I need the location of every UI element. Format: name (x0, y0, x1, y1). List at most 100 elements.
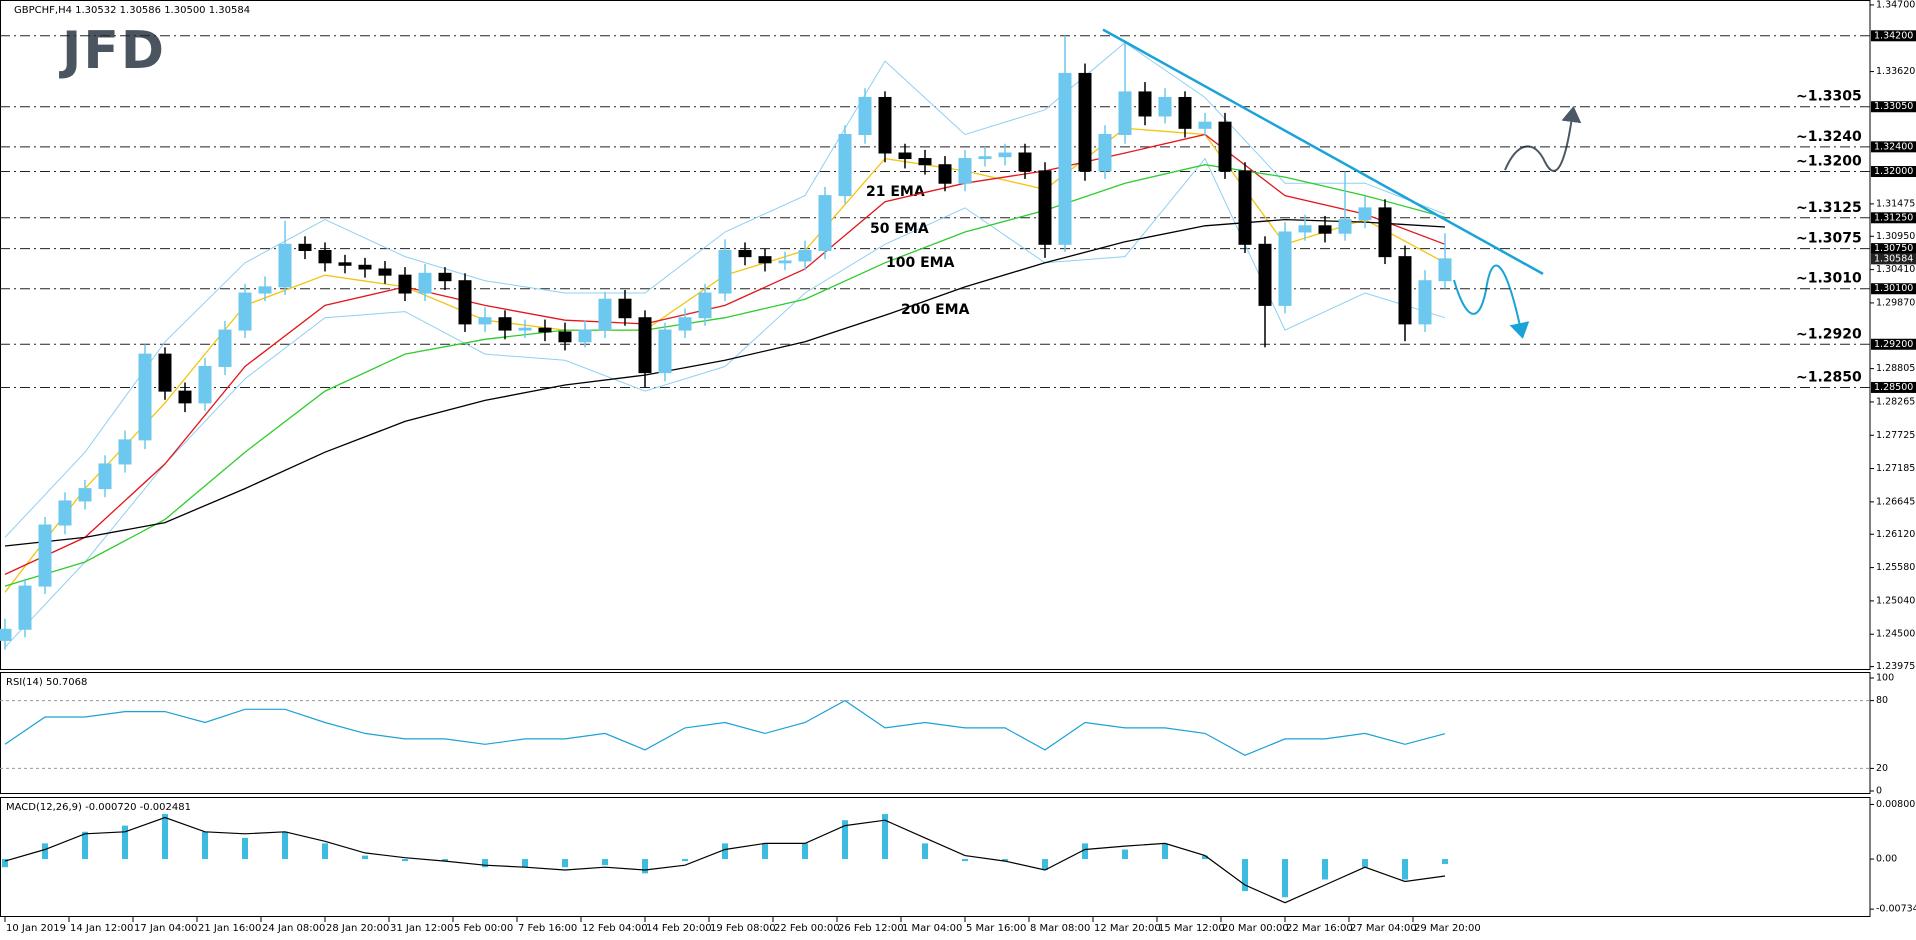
logo: JFD (59, 21, 166, 81)
x-tick-label: 27 Mar 04:00 (1350, 923, 1417, 934)
macd-bar (2, 859, 8, 868)
macd-bar (602, 859, 608, 866)
y-tick-label: 1.26120 (1876, 529, 1915, 540)
level-price-box (1871, 30, 1916, 42)
candle-body (878, 96, 892, 154)
trendline (1102, 28, 1544, 275)
x-tick-label: 15 Mar 12:00 (1158, 923, 1225, 934)
ema-line (4, 218, 1446, 547)
level-price-box (1871, 101, 1916, 113)
candle-body (1218, 121, 1232, 172)
candle-body (1038, 170, 1052, 245)
level-price-label: 1.34200 (1874, 30, 1913, 41)
x-tick-label: 21 Jan 16:00 (198, 923, 261, 934)
macd-bar (962, 859, 968, 862)
level-note: ~1.3075 (1796, 231, 1862, 247)
macd-bar (1122, 849, 1128, 860)
level-price-box (1871, 381, 1916, 393)
candle-body (38, 524, 52, 587)
x-tick-label: 10 Jan 2019 (6, 923, 66, 934)
candle-body (1078, 72, 1092, 172)
level-price-label: 1.32000 (1874, 166, 1913, 177)
candle-body (778, 260, 792, 264)
candle-body (958, 158, 972, 184)
x-tick-label: 19 Feb 08:00 (710, 923, 776, 934)
macd-bar (122, 825, 128, 860)
macd-bar (1322, 859, 1328, 880)
x-tick-label: 5 Mar 16:00 (966, 923, 1026, 934)
candle-body (338, 262, 352, 266)
level-note: ~1.3305 (1796, 89, 1862, 105)
panel-title: RSI(14) 50.7068 (6, 677, 87, 688)
macd-bar (1002, 859, 1008, 862)
candle-body (178, 390, 192, 404)
macd-bar (442, 859, 448, 862)
candle-body (78, 488, 92, 502)
x-tick-label: 24 Jan 08:00 (262, 923, 325, 934)
scenario-arrow (1453, 264, 1530, 339)
x-tick-label: 1 Mar 04:00 (902, 923, 962, 934)
candle-body (98, 463, 112, 490)
candle-body (258, 286, 272, 294)
candle-body (1238, 170, 1252, 245)
level-price-label: 1.30750 (1874, 243, 1913, 254)
macd-bar (282, 831, 288, 860)
level-price-box (1871, 243, 1916, 255)
y-tick-label: 0.008007 (1876, 799, 1916, 810)
y-tick-label: 80 (1876, 695, 1888, 706)
candle-body (1278, 231, 1292, 306)
macd-bar (482, 859, 488, 868)
y-tick-label: 1.26645 (1876, 496, 1915, 507)
x-tick-label: 17 Jan 04:00 (134, 923, 197, 934)
x-tick-label: 5 Feb 00:00 (454, 923, 513, 934)
candle-body (798, 249, 812, 262)
y-tick-label: 1.27185 (1876, 463, 1915, 474)
x-tick-label: 8 Mar 08:00 (1030, 923, 1090, 934)
candle-body (718, 249, 732, 294)
candle-body (1118, 91, 1132, 135)
y-tick-label: 1.33620 (1876, 66, 1915, 77)
macd-bar (1202, 855, 1208, 860)
ema-label: 100 EMA (886, 255, 955, 271)
candle-body (678, 317, 692, 331)
y-tick-label: 20 (1876, 763, 1888, 774)
macd-bar (882, 814, 888, 860)
candle-body (998, 152, 1012, 158)
candle-body (138, 353, 152, 441)
y-tick-label: 100 (1876, 673, 1894, 684)
candle-body (438, 272, 452, 282)
level-note: ~1.3010 (1796, 271, 1862, 287)
candle-body (518, 327, 532, 331)
panel-frame (0, 797, 1871, 917)
y-tick-label: 0.00 (1876, 854, 1897, 865)
y-tick-label: 1.28805 (1876, 363, 1915, 374)
macd-bar (522, 859, 528, 868)
panel-frame (0, 672, 1871, 794)
candle-body (1258, 243, 1272, 306)
current-price-label: 1.30584 (1874, 253, 1913, 264)
candle-body (238, 292, 252, 331)
level-price-label: 1.30100 (1874, 283, 1913, 294)
ema-label: 50 EMA (870, 221, 929, 237)
macd-bar (762, 843, 768, 860)
candle-body (1158, 96, 1172, 117)
macd-bar (1242, 859, 1248, 892)
macd-bar (1042, 859, 1048, 870)
candle-body (1098, 133, 1112, 172)
level-note: ~1.2920 (1796, 326, 1862, 342)
y-tick-label: 1.30410 (1876, 264, 1915, 275)
macd-bar (162, 814, 168, 860)
panel-title: GBPCHF,H4 1.30532 1.30586 1.30500 1.3058… (14, 5, 250, 16)
candle-body (58, 500, 72, 526)
y-tick-label: 0 (1876, 786, 1882, 797)
macd-bar (922, 843, 928, 860)
candle-body (698, 292, 712, 319)
panel-title: MACD(12,26,9) -0.000720 -0.002481 (6, 802, 191, 813)
x-tick-label: 22 Mar 16:00 (1286, 923, 1353, 934)
candle-body (358, 264, 372, 270)
y-tick-label: -0.007345 (1876, 904, 1916, 915)
x-tick-label: 7 Feb 16:00 (518, 923, 577, 934)
x-tick-label: 31 Jan 12:00 (390, 923, 453, 934)
y-tick-label: 1.24500 (1876, 629, 1915, 640)
candle-body (118, 439, 132, 465)
